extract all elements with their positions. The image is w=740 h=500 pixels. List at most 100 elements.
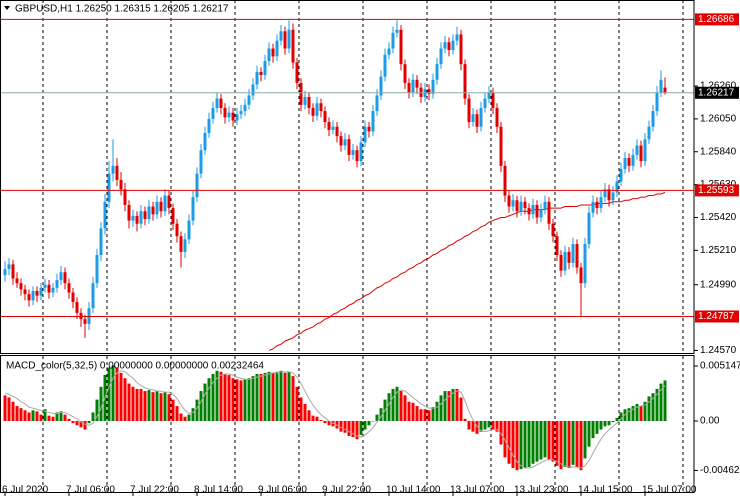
candle-body — [19, 283, 23, 290]
candle-body — [611, 192, 615, 201]
moving-average-line — [268, 191, 666, 351]
candle-body — [579, 267, 583, 284]
candle-body — [395, 29, 399, 33]
candle-body — [499, 126, 503, 166]
histogram-bar — [443, 391, 447, 422]
candle-body — [379, 76, 383, 96]
histogram-bar — [591, 421, 595, 439]
histogram-bar — [19, 408, 23, 422]
candle-body — [35, 290, 39, 296]
histogram-bar — [583, 421, 587, 459]
histogram-bar — [507, 421, 511, 464]
histogram-bar — [215, 370, 219, 422]
histogram-bar — [83, 421, 87, 430]
candle-body — [519, 201, 523, 212]
histogram-bar — [287, 371, 291, 422]
histogram-bar — [15, 406, 19, 422]
candle-body — [567, 251, 571, 263]
candle-body — [303, 96, 307, 105]
histogram-bar — [347, 421, 351, 436]
candle-body — [415, 79, 419, 88]
histogram-bar — [615, 417, 619, 422]
histogram-bar — [179, 413, 183, 422]
candle-body — [647, 126, 651, 140]
candle-body — [371, 111, 375, 132]
candle-body — [599, 197, 603, 209]
candle-body — [211, 107, 215, 119]
candle-body — [571, 244, 575, 263]
candle-body — [347, 139, 351, 155]
candle-body — [403, 64, 407, 83]
candle-body — [227, 112, 231, 118]
histogram-bar — [427, 410, 431, 422]
candle-body — [291, 29, 295, 63]
histogram-bar — [559, 421, 563, 470]
histogram-bar — [523, 421, 527, 469]
candle-body — [191, 197, 195, 221]
candle-body — [263, 61, 267, 76]
histogram-bar — [35, 411, 39, 422]
candle-body — [131, 215, 135, 221]
histogram-bar — [155, 391, 159, 422]
candle-body — [219, 98, 223, 108]
candle-body — [367, 126, 371, 132]
histogram-bar — [227, 375, 231, 422]
candle-body — [463, 64, 467, 99]
candle-body — [139, 211, 143, 224]
candle-body — [459, 34, 463, 65]
candle-body — [351, 150, 355, 155]
histogram-bar — [147, 390, 151, 422]
candle-body — [431, 79, 435, 94]
candle-body — [623, 158, 627, 169]
candle-body — [635, 145, 639, 155]
candle-body — [483, 98, 487, 108]
histogram-bar — [519, 421, 523, 470]
histogram-bar — [411, 402, 415, 422]
histogram-bar — [295, 386, 299, 422]
histogram-bar — [279, 370, 283, 422]
candle-body — [591, 201, 595, 213]
candle-body — [231, 112, 235, 121]
candle-body — [627, 158, 631, 166]
histogram-bar — [219, 371, 223, 422]
histogram-bar — [315, 416, 319, 422]
menu-arrow[interactable] — [4, 6, 10, 10]
candle-body — [531, 204, 535, 215]
y-tick-label: 0.0051472 — [700, 361, 740, 372]
histogram-bar — [611, 421, 615, 423]
histogram-bar — [195, 399, 199, 422]
histogram-bar — [239, 380, 243, 422]
y-tick-label: 1.24990 — [700, 279, 737, 290]
x-tick-label: 9 Jul 06:00 — [258, 485, 307, 496]
histogram-bar — [223, 373, 227, 422]
candle-body — [447, 42, 451, 51]
histogram-bar — [267, 371, 271, 422]
histogram-bar — [499, 421, 503, 445]
histogram-bar — [119, 372, 123, 422]
histogram-bar — [263, 372, 267, 422]
candle-body — [651, 111, 655, 127]
histogram-bar — [131, 386, 135, 422]
candle-body — [155, 201, 159, 215]
candle-body — [47, 284, 51, 293]
histogram-bar — [191, 408, 195, 422]
histogram-bar — [203, 383, 207, 422]
candle-body — [171, 208, 175, 224]
y-tick-label: 1.26050 — [700, 114, 737, 125]
histogram-bar — [123, 378, 127, 422]
histogram-bar — [447, 391, 451, 422]
histogram-bar — [207, 378, 211, 422]
candle-body — [451, 40, 455, 51]
candle-body — [223, 107, 227, 118]
candle-body — [103, 201, 107, 229]
candle-body — [187, 220, 191, 240]
histogram-bar — [163, 392, 167, 422]
histogram-bar — [571, 421, 575, 465]
histogram-bar — [139, 388, 143, 422]
candle-body — [587, 212, 591, 245]
candle-body — [491, 92, 495, 108]
histogram-bar — [395, 386, 399, 422]
candle-body — [467, 98, 471, 123]
histogram-bar — [75, 421, 79, 426]
candle-body — [335, 126, 339, 137]
